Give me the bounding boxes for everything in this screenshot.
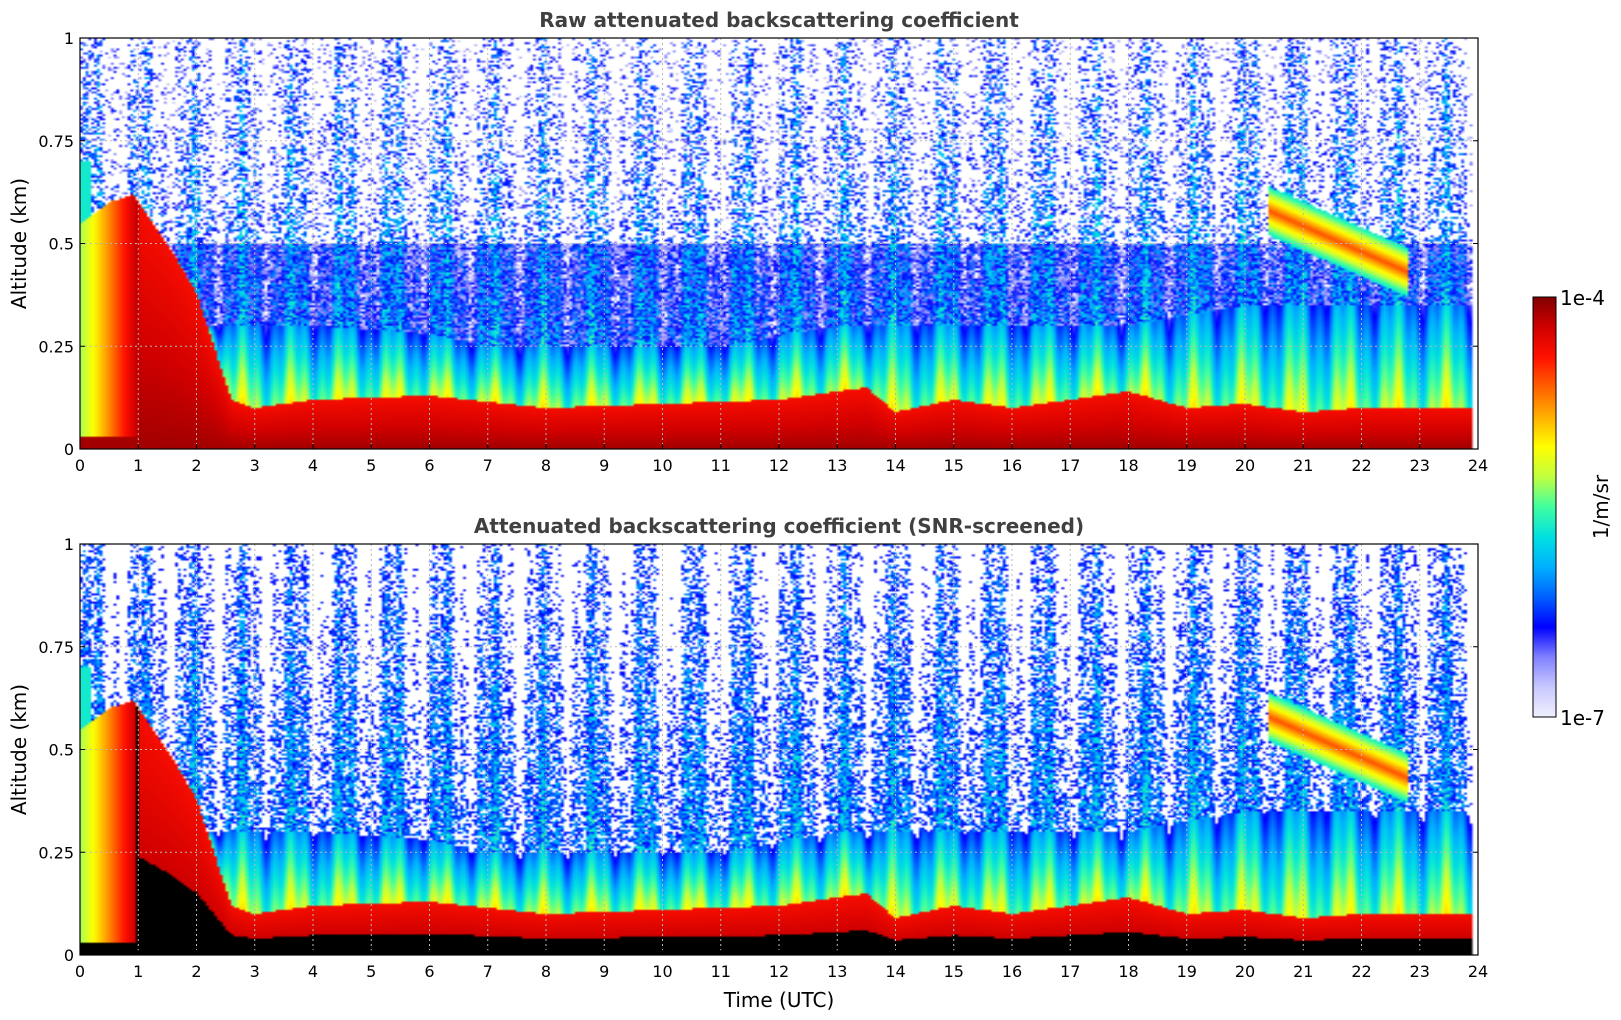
- x-tick-label: 15: [944, 962, 964, 981]
- x-tick-label: 24: [1468, 962, 1488, 981]
- x-tick-label: 19: [1177, 456, 1197, 475]
- colorbar: 1e-4 1e-7 1/m/sr: [1532, 286, 1613, 730]
- colorbar-gradient: [1533, 297, 1556, 717]
- x-tick-label: 13: [827, 962, 847, 981]
- panel-title: Raw attenuated backscattering coefficien…: [539, 8, 1019, 32]
- x-tick-label: 4: [308, 456, 318, 475]
- x-tick-label: 12: [769, 962, 789, 981]
- x-tick-label: 5: [366, 456, 376, 475]
- x-tick-label: 7: [483, 962, 493, 981]
- x-tick-label: 24: [1468, 456, 1488, 475]
- y-axis-label: Altitude (km): [7, 684, 31, 815]
- x-tick-label: 22: [1351, 456, 1371, 475]
- x-tick-label: 17: [1060, 962, 1080, 981]
- x-tick-label: 22: [1351, 962, 1371, 981]
- x-tick-label: 0: [75, 962, 85, 981]
- y-tick-label: 0.75: [38, 638, 74, 657]
- x-tick-label: 6: [424, 456, 434, 475]
- grid: [80, 544, 1478, 955]
- x-tick-label: 20: [1235, 456, 1255, 475]
- x-tick-label: 3: [250, 456, 260, 475]
- y-tick-label: 0.5: [49, 741, 74, 760]
- x-tick-label: 14: [885, 962, 905, 981]
- colorbar-frame: [1532, 296, 1557, 718]
- x-tick-label: 23: [1410, 962, 1430, 981]
- x-tick-label: 15: [944, 456, 964, 475]
- y-tick-label: 0.75: [38, 132, 74, 151]
- x-tick-label: 16: [1002, 962, 1022, 981]
- x-tick-label: 5: [366, 962, 376, 981]
- x-tick-label: 2: [191, 962, 201, 981]
- x-tick-label: 1: [133, 962, 143, 981]
- x-axis: 0 1 2 3 4 5 6 7 8 9 10 11 12 13 14 15 16 17 18 19 20 21 22 23 24: [75, 444, 1488, 475]
- x-tick-label: 16: [1002, 456, 1022, 475]
- x-tick-label: 13: [827, 456, 847, 475]
- x-tick-label: 9: [599, 456, 609, 475]
- x-tick-label: 12: [769, 456, 789, 475]
- x-tick-label: 17: [1060, 456, 1080, 475]
- x-tick-label: 10: [652, 456, 672, 475]
- x-tick-label: 7: [483, 456, 493, 475]
- y-tick-label: 1: [64, 29, 74, 48]
- x-tick-label: 8: [541, 456, 551, 475]
- x-tick-label: 20: [1235, 962, 1255, 981]
- grid: [80, 38, 1478, 449]
- y-tick-label: 0.25: [38, 337, 74, 356]
- x-axis-label: Time (UTC): [723, 988, 835, 1012]
- y-axis: 0 0.25 0.5 0.75 1: [38, 29, 1478, 459]
- x-tick-label: 21: [1293, 962, 1313, 981]
- snr-screened-panel: Attenuated backscattering coefficient (S…: [7, 514, 1488, 1012]
- y-tick-label: 0: [64, 440, 74, 459]
- x-tick-label: 11: [711, 456, 731, 475]
- panel-title: Attenuated backscattering coefficient (S…: [474, 514, 1084, 538]
- x-tick-label: 2: [191, 456, 201, 475]
- y-tick-label: 1: [64, 535, 74, 554]
- x-tick-label: 14: [885, 456, 905, 475]
- x-tick-label: 10: [652, 962, 672, 981]
- x-tick-label: 4: [308, 962, 318, 981]
- y-tick-label: 0.25: [38, 843, 74, 862]
- x-tick-label: 6: [424, 962, 434, 981]
- x-tick-label: 23: [1410, 456, 1430, 475]
- x-tick-label: 3: [250, 962, 260, 981]
- x-tick-label: 1: [133, 456, 143, 475]
- x-tick-label: 21: [1293, 456, 1313, 475]
- y-tick-label: 0: [64, 946, 74, 965]
- x-tick-label: 19: [1177, 962, 1197, 981]
- y-axis-label: Altitude (km): [7, 178, 31, 309]
- x-tick-label: 0: [75, 456, 85, 475]
- x-axis: 0 1 2 3 4 5 6 7 8 9 10 11 12 13 14 15 16 17 18 19 20 21 22 23 24: [75, 950, 1488, 981]
- x-tick-label: 18: [1118, 962, 1138, 981]
- x-tick-label: 8: [541, 962, 551, 981]
- colorbar-min-label: 1e-7: [1560, 706, 1605, 730]
- colorbar-max-label: 1e-4: [1560, 286, 1605, 310]
- colorbar-unit-label: 1/m/sr: [1589, 474, 1613, 539]
- x-tick-label: 18: [1118, 456, 1138, 475]
- x-tick-label: 9: [599, 962, 609, 981]
- y-tick-label: 0.5: [49, 235, 74, 254]
- x-tick-label: 11: [711, 962, 731, 981]
- raw-backscatter-panel: Raw attenuated backscattering coefficien…: [7, 8, 1488, 475]
- y-axis: 0 0.25 0.5 0.75 1: [38, 535, 1478, 965]
